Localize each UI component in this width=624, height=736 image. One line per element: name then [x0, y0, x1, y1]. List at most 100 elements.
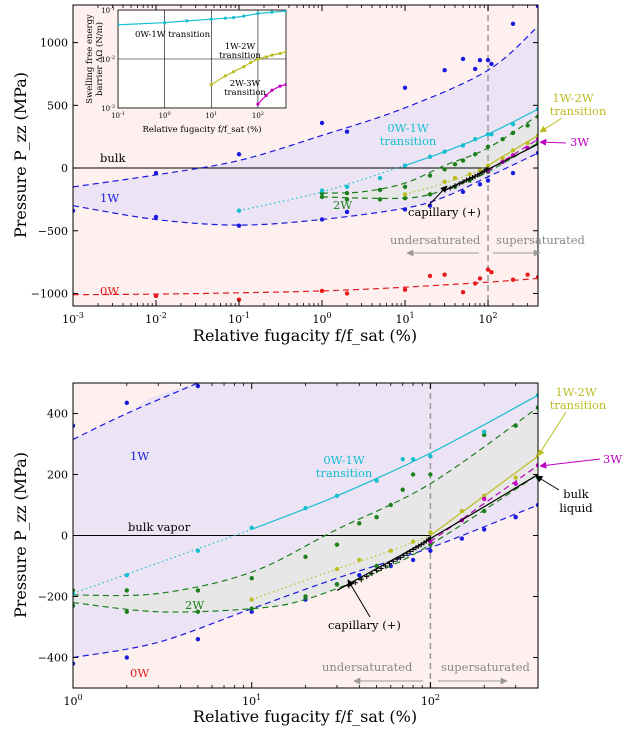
x-tick-label-2: 102 [421, 693, 440, 708]
inset-point-1-2 [231, 70, 236, 74]
point-tw_upper-6 [357, 521, 362, 526]
inset-point-0-3 [209, 17, 213, 21]
point-tw_upper-6 [452, 162, 458, 167]
point-zw-0 [153, 293, 159, 299]
band-2w [73, 407, 538, 613]
point-ow_lower-1 [153, 214, 159, 220]
supersaturated-label: supersaturated [496, 233, 586, 247]
point-tw_upper-2 [195, 588, 201, 593]
point-tw_lower-3 [402, 195, 408, 201]
point-tw_lower-7 [428, 542, 433, 547]
point-tw_lower-6 [374, 563, 379, 569]
point-ow_lower-4 [344, 209, 350, 215]
point-t01_dot-2 [195, 548, 201, 553]
point-cap-4 [369, 571, 375, 577]
x-tick-label-1: 10-2 [145, 311, 167, 326]
point-ow_lower-8 [410, 557, 416, 563]
point-cap-2 [456, 181, 462, 187]
point-cap-0 [447, 185, 453, 191]
band-2w [322, 115, 538, 199]
undersaturated-label: undersaturated [322, 660, 413, 674]
point-t12_dot-3 [388, 548, 393, 553]
point-t01-8 [535, 393, 538, 398]
inset-point-1-9 [284, 50, 286, 54]
point-ow_lower-12 [513, 515, 518, 520]
inset-point-0-7 [256, 11, 260, 16]
point-ow_lower-5 [402, 207, 408, 212]
y-tick-label-3: 200 [47, 469, 68, 482]
point-cap-17 [416, 543, 422, 549]
point-thw-4 [535, 463, 538, 468]
inset-point-0-5 [231, 15, 236, 20]
point-tw_upper-11 [428, 472, 433, 477]
arrow-3w [539, 458, 601, 469]
point-cap-1 [452, 183, 458, 189]
fit-tw_lower [73, 473, 538, 613]
y-tick-label-0: −1000 [31, 287, 68, 300]
point-t12-4 [535, 133, 538, 138]
point-ow_upper-9 [485, 57, 491, 63]
point-zw-1 [236, 297, 242, 302]
inset-axes: 10-1 100 101 102 10-3 10-2 10-1 [101, 6, 264, 120]
inset-ylabel-1: Swelling free energy [85, 14, 95, 104]
y-tick-label-3: 500 [47, 99, 68, 112]
point-zw-7 [460, 290, 466, 295]
point-ow_lower-7 [460, 189, 466, 195]
inset-label-1w2w-b: transition [219, 51, 261, 61]
point-tw_upper-12 [482, 432, 487, 438]
label-3w: 3W [603, 452, 622, 466]
point-cap-16 [413, 545, 419, 551]
inset-label-1w2w: 1W-2W [225, 42, 256, 52]
point-tw_upper-4 [303, 554, 308, 560]
point-t01-4 [400, 457, 405, 462]
point-zw-3 [344, 291, 350, 296]
point-tw_upper-9 [485, 144, 491, 149]
point-t01-1 [303, 505, 308, 511]
point-t12-1 [500, 155, 505, 161]
point-zw-5 [427, 273, 433, 279]
inset-y-tick-label-2: 10-1 [101, 6, 115, 15]
point-tw_upper-2 [377, 187, 383, 193]
point-ow_upper-7 [472, 66, 478, 72]
inset-point-0-4 [223, 16, 227, 20]
y-tick-label-1: −500 [38, 225, 68, 238]
point-t12_dot-1 [334, 566, 340, 572]
point-zw-10 [485, 267, 491, 272]
point-ow_upper-0 [153, 170, 159, 176]
inset-point-0-8 [270, 10, 274, 14]
arrow-capillary [427, 185, 448, 207]
point-ow_upper-8 [477, 57, 483, 63]
point-ow_lower-11 [482, 527, 487, 532]
point-tw_upper-1 [124, 588, 129, 593]
point-t01_dot-1 [319, 188, 325, 193]
fit-t01 [251, 394, 538, 530]
inset-point-1-7 [270, 53, 274, 57]
point-t01-5 [485, 131, 491, 137]
inset-line-0 [118, 10, 286, 26]
point-t01-2 [442, 149, 447, 154]
x-tick-label-3: 100 [312, 311, 331, 326]
label-0w: 0W [130, 666, 149, 680]
point-ow_upper-12 [535, 5, 538, 9]
point-tw_upper-7 [460, 158, 466, 163]
point-t01-4 [472, 136, 478, 142]
point-cap-22 [427, 535, 433, 541]
label-0w1w-b: transition [380, 134, 437, 148]
point-tw_lower-1 [124, 609, 129, 614]
point-t12-3 [525, 140, 530, 146]
top-axes: −1000 −500 0 500 1000 10-3 10-2 10-1 100 101 102 [31, 5, 539, 326]
inset-point-2-3 [278, 84, 282, 88]
point-cap-14 [407, 548, 413, 554]
inset-x-tick-label-1: 100 [159, 111, 171, 120]
point-ow_upper-1 [124, 400, 129, 406]
point-zw-12 [510, 277, 516, 282]
point-t01_dot-2 [344, 184, 350, 190]
inset-point-1-1 [223, 74, 227, 78]
point-tw_upper-3 [249, 576, 254, 581]
point-cap-3 [364, 574, 370, 580]
point-cap-9 [390, 558, 396, 564]
point-ow_lower-10 [459, 536, 465, 541]
capillary-label: capillary (+) [328, 618, 401, 632]
point-t12_dot-0 [402, 192, 408, 197]
point-t12-3 [513, 475, 518, 480]
